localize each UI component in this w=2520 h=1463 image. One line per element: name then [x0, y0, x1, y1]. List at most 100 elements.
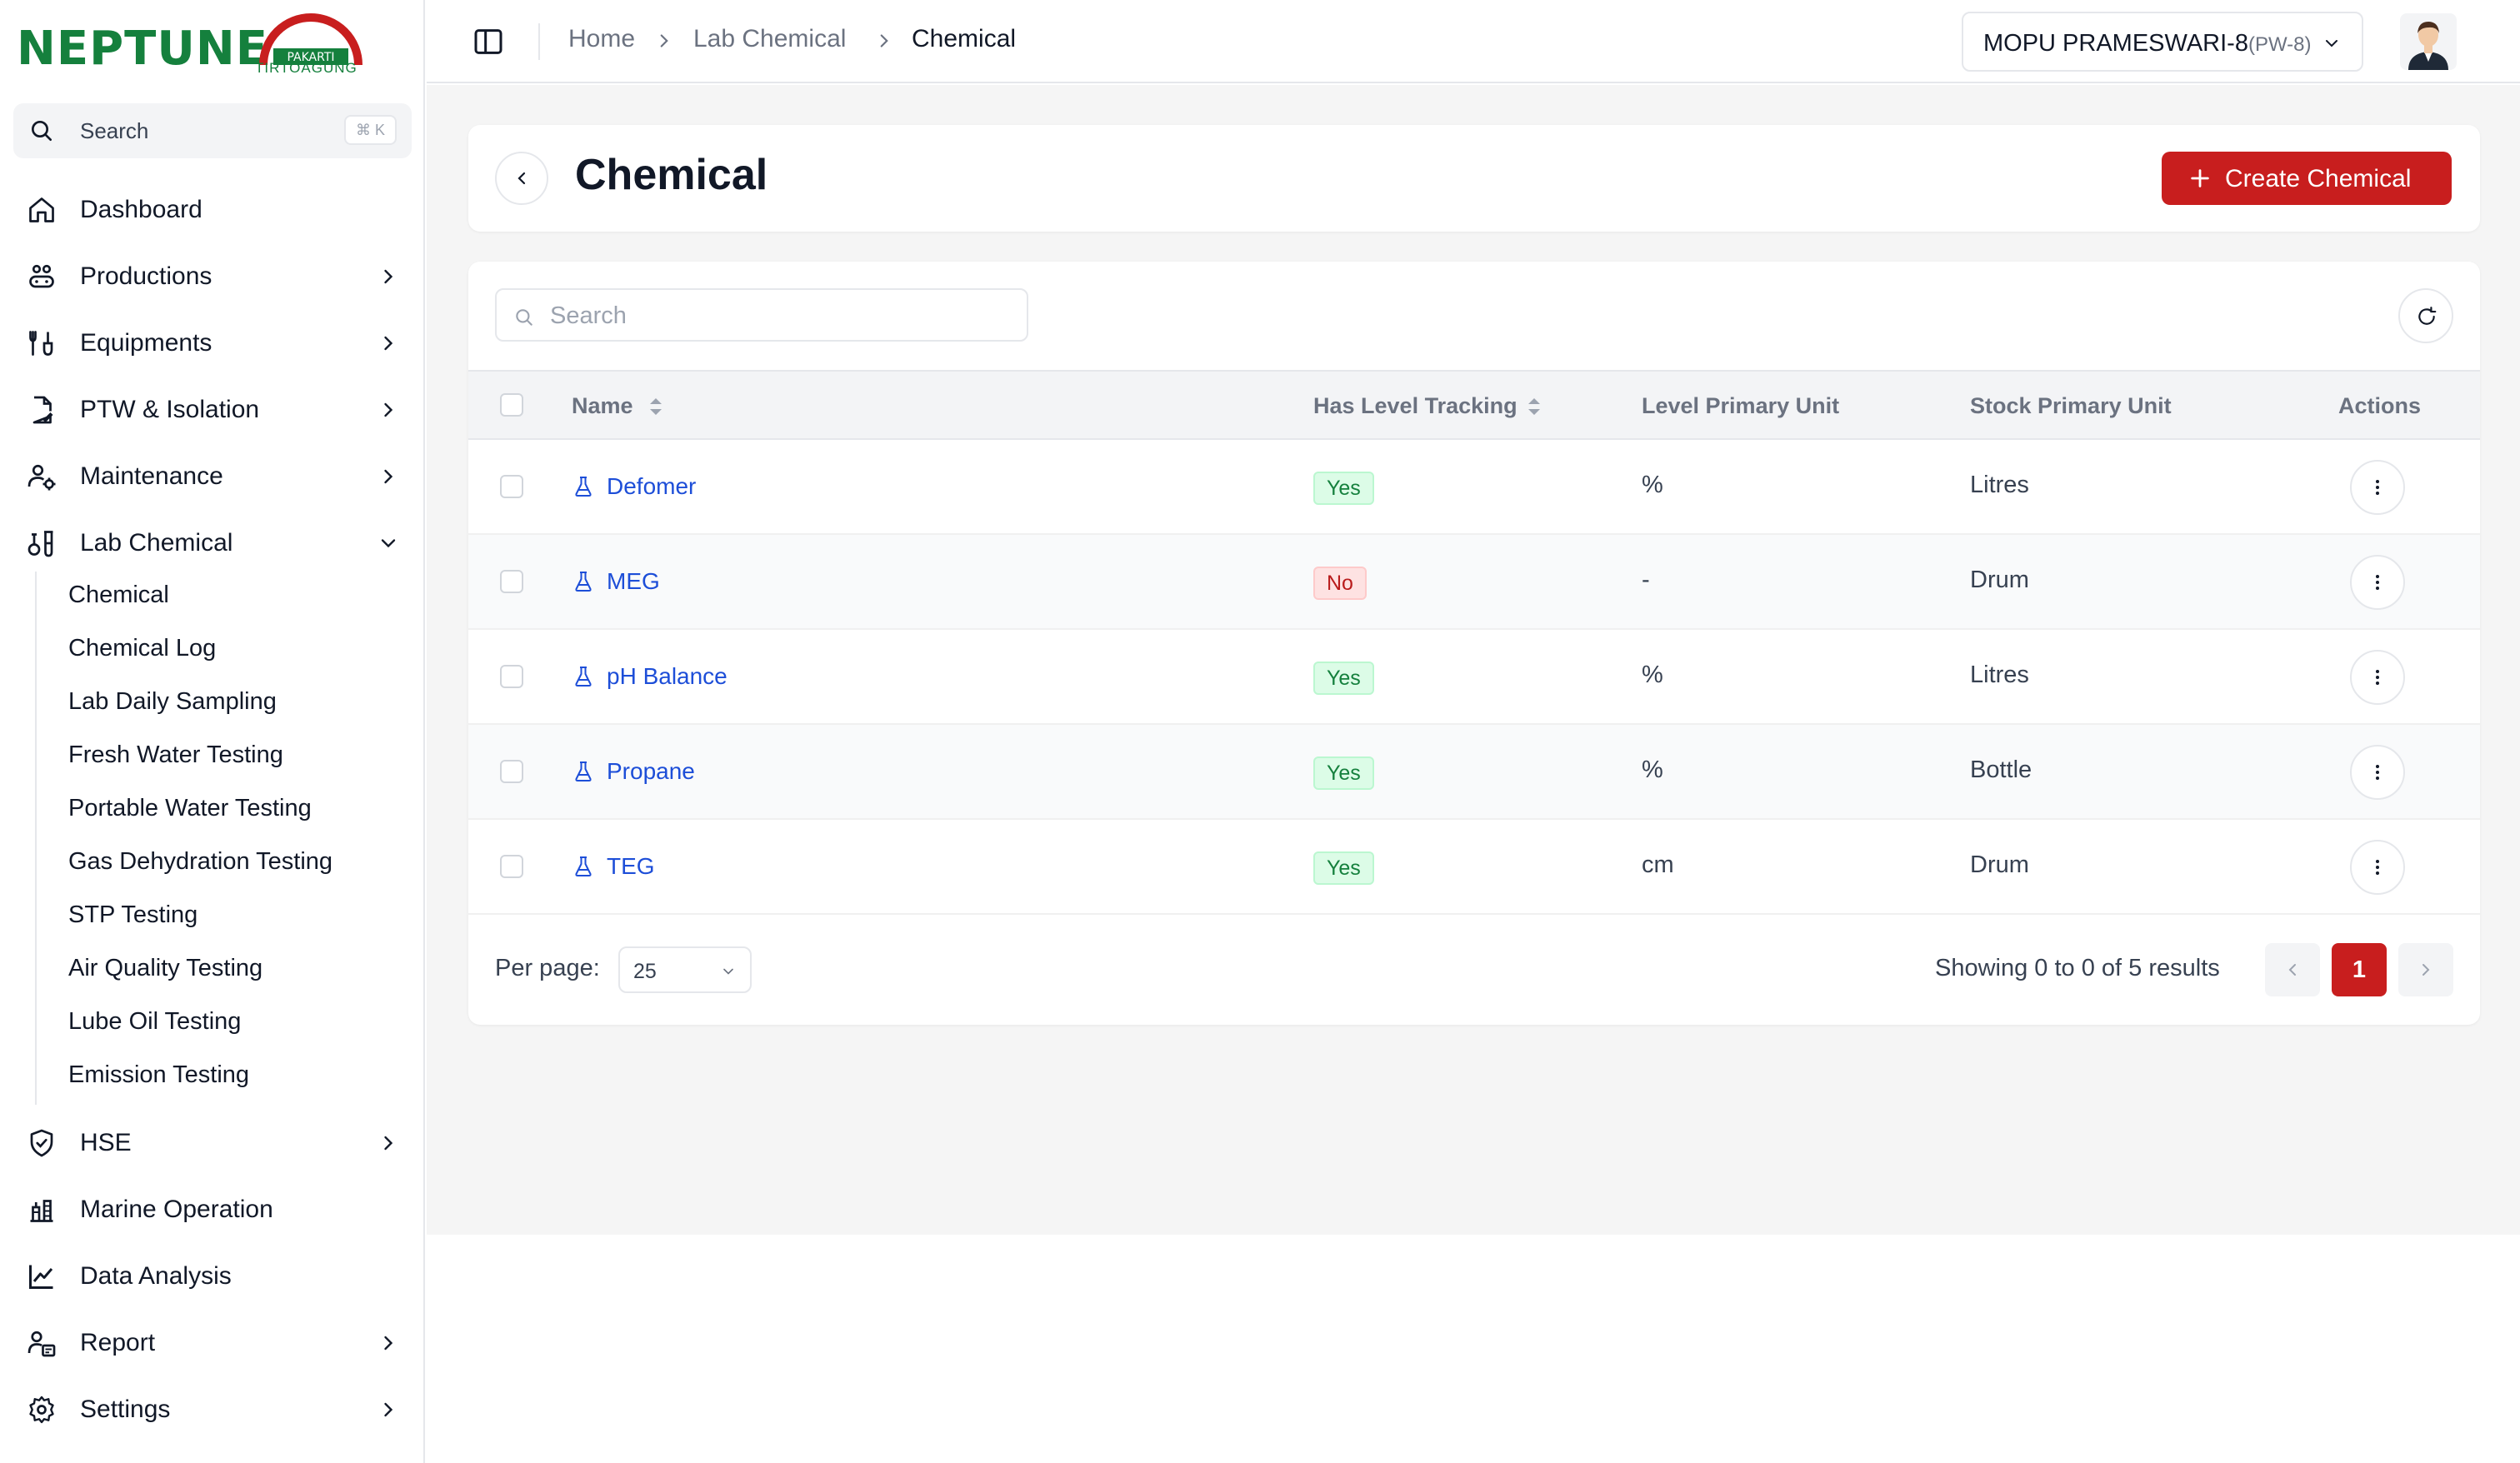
status-badge: Yes: [1313, 662, 1374, 695]
column-header-name[interactable]: Name: [572, 393, 633, 418]
submenu-item-chemical-log[interactable]: Chemical Log: [68, 635, 217, 662]
submenu-item-fresh-water-testing[interactable]: Fresh Water Testing: [68, 741, 283, 768]
sort-icon[interactable]: [647, 395, 665, 418]
submenu-item-air-quality-testing[interactable]: Air Quality Testing: [68, 955, 263, 981]
user-avatar[interactable]: [2400, 13, 2457, 70]
submenu-item-chemical[interactable]: Chemical: [68, 582, 169, 608]
table-header: Name Has Level Tracking Level Primary Un…: [468, 370, 2480, 440]
sidebar-item-lab-chemical[interactable]: Lab Chemical: [13, 513, 412, 572]
row-checkbox[interactable]: [500, 665, 523, 688]
neptune-logo[interactable]: NEPTUNE PAKARTI TIRTOAGUNG: [17, 12, 367, 82]
breadcrumb-chemical: Chemical: [912, 25, 1017, 52]
more-vertical-icon: [2376, 670, 2379, 685]
chemical-name: Propane: [607, 758, 695, 784]
status-badge: Yes: [1313, 851, 1374, 885]
sidebar-item-data-analysis[interactable]: Data Analysis: [13, 1246, 412, 1305]
more-vertical-icon: [2376, 860, 2379, 875]
sidebar-item-dashboard[interactable]: Dashboard: [13, 180, 412, 238]
next-page-button[interactable]: [2398, 943, 2453, 996]
chevron-left-icon: [2288, 964, 2296, 976]
logo-subtext: TIRTOAGUNG: [255, 60, 358, 76]
chevron-right-icon: [2422, 964, 2430, 976]
sidebar-item-report[interactable]: Report: [13, 1313, 412, 1371]
sidebar-item-ptw-isolation[interactable]: PTW & Isolation: [13, 380, 412, 438]
sidebar-item-settings[interactable]: Settings: [13, 1380, 412, 1438]
sidebar: NEPTUNE PAKARTI TIRTOAGUNG Search ⌘ K Da…: [0, 0, 425, 1463]
sidebar-item-equipments[interactable]: Equipments: [13, 313, 412, 372]
sidebar-item-marine-operation[interactable]: Marine Operation: [13, 1180, 412, 1238]
table-search-input[interactable]: [550, 300, 1017, 332]
row-actions-button[interactable]: [2350, 745, 2405, 800]
stock-unit-cell: Litres: [1970, 472, 2029, 498]
sidebar-item-maintenance[interactable]: Maintenance: [13, 447, 412, 505]
chevron-right-icon: [384, 1336, 393, 1351]
row-actions-button[interactable]: [2350, 555, 2405, 610]
sidebar-item-hse[interactable]: HSE: [13, 1113, 412, 1171]
sidebar-item-label: Marine Operation: [80, 1196, 273, 1223]
chevron-left-icon: [518, 172, 526, 185]
chevron-right-icon: [384, 469, 393, 484]
refresh-button[interactable]: [2398, 288, 2453, 343]
breadcrumb-lab-chemical[interactable]: Lab Chemical: [693, 25, 847, 52]
row-checkbox[interactable]: [500, 475, 523, 498]
sidebar-search[interactable]: Search ⌘ K: [13, 103, 412, 158]
home-icon: [29, 197, 54, 222]
sidebar-search-label: Search: [80, 118, 149, 143]
previous-page-button[interactable]: [2265, 943, 2320, 996]
sidebar-item-label: Dashboard: [80, 196, 202, 223]
sort-icon[interactable]: [1525, 395, 1543, 418]
chemical-name: Defomer: [607, 473, 697, 499]
flask-icon: [575, 667, 592, 687]
status-badge: No: [1313, 567, 1367, 600]
breadcrumb-home[interactable]: Home: [568, 25, 636, 52]
submenu-item-stp-testing[interactable]: STP Testing: [68, 901, 198, 928]
submenu-item-lab-daily-sampling[interactable]: Lab Daily Sampling: [68, 688, 277, 715]
row-actions-button[interactable]: [2350, 840, 2405, 895]
lab-chemical-icon: [28, 531, 53, 557]
per-page-value: 25: [633, 960, 657, 983]
flask-icon: [575, 572, 592, 592]
current-page-button[interactable]: 1: [2332, 943, 2387, 996]
column-header-has-level-tracking[interactable]: Has Level Tracking: [1313, 393, 1518, 418]
per-page-select[interactable]: 25: [618, 946, 752, 993]
maintenance-icon: [28, 464, 56, 491]
stock-unit-cell: Drum: [1970, 567, 2029, 593]
table-row: MEG No - Drum: [468, 535, 2480, 630]
chemical-name: pH Balance: [607, 663, 728, 689]
svg-text:PAKARTI: PAKARTI: [287, 51, 334, 64]
productions-icon: [29, 264, 54, 288]
row-checkbox[interactable]: [500, 760, 523, 783]
chevron-down-icon: [2326, 40, 2338, 47]
create-chemical-button[interactable]: Create Chemical: [2162, 152, 2452, 205]
sidebar-item-label: Report: [80, 1329, 156, 1356]
logo-text: NEPTUNE: [17, 22, 268, 76]
submenu-item-portable-water-testing[interactable]: Portable Water Testing: [68, 795, 312, 821]
select-all-checkbox[interactable]: [500, 393, 523, 417]
submenu-item-emission-testing[interactable]: Emission Testing: [68, 1061, 250, 1088]
back-button[interactable]: [495, 152, 548, 205]
table-footer: Per page: 25 Showing 0 to 0 of 5 results…: [468, 916, 2480, 1025]
row-checkbox[interactable]: [500, 855, 523, 878]
organization-select[interactable]: MOPU PRAMESWARI-8(PW-8): [1962, 12, 2363, 72]
level-unit-cell: %: [1642, 472, 1663, 498]
marine-icon: [30, 1200, 53, 1222]
row-checkbox[interactable]: [500, 570, 523, 593]
sidebar-item-productions[interactable]: Productions: [13, 247, 412, 305]
table-row: Propane Yes % Bottle: [468, 725, 2480, 820]
refresh-icon: [2418, 307, 2437, 325]
row-actions-button[interactable]: [2350, 460, 2405, 515]
lab-chemical-submenu: Chemical Chemical Log Lab Daily Sampling…: [35, 572, 412, 1105]
sidebar-toggle-icon[interactable]: [472, 25, 505, 58]
per-page-label: Per page:: [495, 955, 600, 981]
submenu-item-gas-dehydration-testing[interactable]: Gas Dehydration Testing: [68, 848, 333, 875]
chevron-right-icon: [384, 336, 393, 351]
search-shortcut-badge: ⌘ K: [343, 115, 397, 145]
submenu-item-lube-oil-testing[interactable]: Lube Oil Testing: [68, 1008, 242, 1035]
level-unit-cell: -: [1642, 567, 1650, 593]
header-divider: [538, 23, 540, 60]
chevron-right-icon: [384, 1402, 393, 1417]
more-vertical-icon: [2376, 765, 2379, 780]
row-actions-button[interactable]: [2350, 650, 2405, 705]
equipments-icon: [29, 331, 53, 356]
more-vertical-icon: [2376, 575, 2379, 590]
